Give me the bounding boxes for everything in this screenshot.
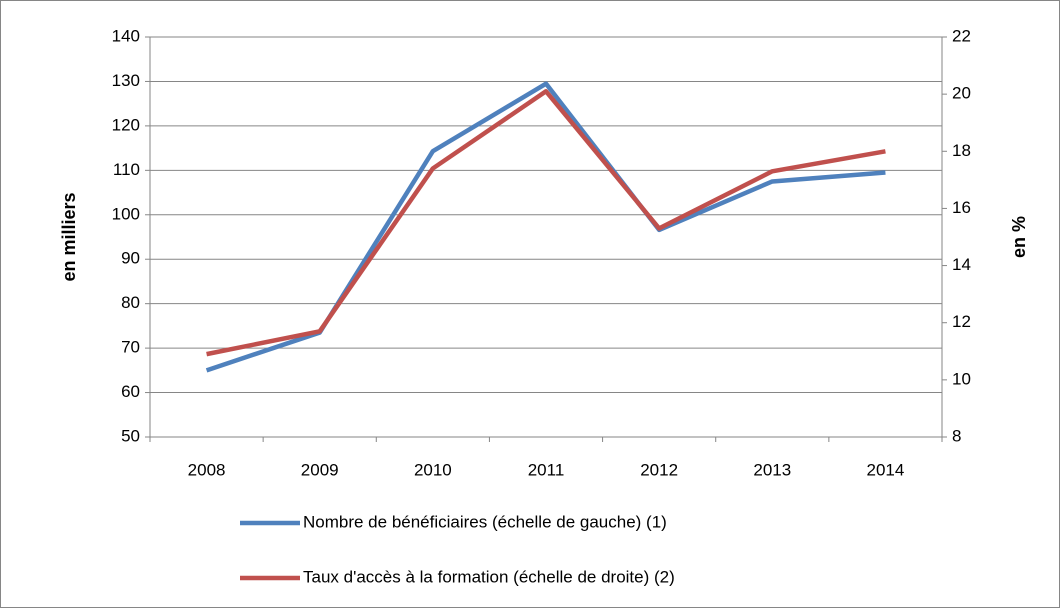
y-tick-label: 60 <box>121 382 140 401</box>
legend-label: Nombre de bénéficiaires (échelle de gauc… <box>303 512 667 531</box>
y2-tick-label: 20 <box>952 84 971 103</box>
y2-axis-title: en % <box>1009 216 1029 258</box>
y-tick-label: 70 <box>121 338 140 357</box>
y-axis-title: en milliers <box>59 192 79 281</box>
legend-label: Taux d'accès à la formation (échelle de … <box>303 567 675 586</box>
y-tick-label: 130 <box>112 71 140 90</box>
x-tick-label: 2010 <box>414 460 452 479</box>
y-tick-label: 110 <box>113 160 140 179</box>
y-tick-label: 120 <box>112 115 140 134</box>
x-tick-label: 2011 <box>528 460 565 479</box>
x-tick-label: 2014 <box>867 460 905 479</box>
x-tick-label: 2008 <box>188 460 226 479</box>
y2-tick-label: 8 <box>952 426 961 445</box>
y2-tick-label: 18 <box>952 141 971 160</box>
x-tick-label: 2013 <box>753 460 791 479</box>
y2-tick-label: 14 <box>952 255 971 274</box>
x-tick-label: 2012 <box>640 460 678 479</box>
y-tick-label: 90 <box>121 249 140 268</box>
y2-tick-label: 10 <box>952 369 971 388</box>
y-tick-label: 80 <box>121 293 140 312</box>
y-tick-label: 100 <box>112 204 140 223</box>
series-line <box>206 89 886 357</box>
y-tick-label: 140 <box>112 26 140 45</box>
y2-tick-label: 16 <box>952 198 971 217</box>
y-tick-label: 50 <box>121 426 140 445</box>
y2-tick-label: 12 <box>952 312 971 331</box>
x-tick-label: 2009 <box>301 460 339 479</box>
y2-tick-label: 22 <box>952 26 971 45</box>
